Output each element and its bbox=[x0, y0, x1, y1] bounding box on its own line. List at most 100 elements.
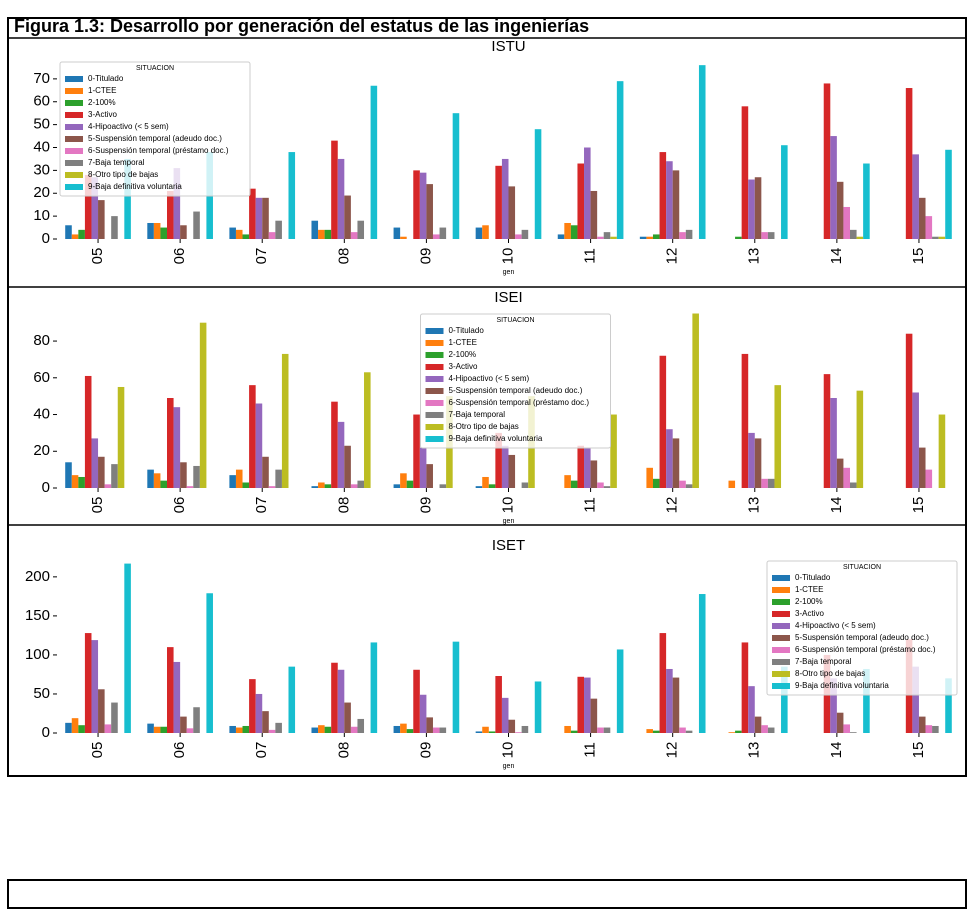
bar bbox=[98, 689, 105, 733]
bar bbox=[577, 163, 585, 239]
bar bbox=[515, 234, 522, 239]
bar bbox=[830, 136, 837, 239]
y-tick-label: 50 bbox=[33, 685, 50, 702]
bar bbox=[557, 234, 565, 239]
legend-label: 7-Baja temporal bbox=[795, 657, 852, 666]
legend-label: 9-Baja definitiva voluntaria bbox=[88, 182, 182, 191]
bar bbox=[153, 473, 161, 488]
legend-label: 3-Activo bbox=[795, 609, 824, 618]
legend-swatch bbox=[65, 124, 83, 130]
y-tick-label: 60 bbox=[33, 93, 50, 110]
bar bbox=[925, 725, 933, 733]
bar bbox=[249, 679, 256, 733]
bar bbox=[488, 731, 496, 733]
figure-frame bbox=[7, 17, 967, 777]
bar bbox=[173, 661, 181, 733]
bar bbox=[570, 730, 578, 733]
bar bbox=[570, 480, 578, 488]
bar bbox=[419, 694, 427, 733]
bar bbox=[728, 732, 736, 733]
y-tick-label: 60 bbox=[33, 369, 50, 386]
x-tick-label: 09 bbox=[417, 742, 434, 759]
legend-box bbox=[766, 560, 958, 696]
legend-swatch bbox=[425, 340, 444, 346]
bar bbox=[229, 475, 236, 488]
bar bbox=[584, 447, 591, 488]
bar bbox=[584, 147, 591, 239]
legend-swatch bbox=[425, 400, 444, 406]
legend-label: 0-Titulado bbox=[88, 74, 124, 83]
bar bbox=[324, 484, 332, 488]
bar bbox=[104, 484, 112, 488]
bar bbox=[938, 236, 946, 239]
bar bbox=[945, 149, 952, 239]
bar bbox=[616, 81, 624, 239]
bar bbox=[357, 220, 365, 239]
bar bbox=[318, 725, 325, 733]
bar bbox=[672, 677, 680, 733]
legend-swatch bbox=[425, 376, 444, 382]
bar bbox=[698, 65, 706, 240]
bar bbox=[521, 725, 529, 733]
bar bbox=[153, 222, 161, 239]
bar bbox=[488, 484, 496, 488]
bar bbox=[652, 730, 660, 733]
bar bbox=[242, 482, 250, 488]
bar bbox=[337, 158, 345, 239]
bar bbox=[242, 234, 250, 239]
bar bbox=[173, 168, 181, 239]
bar bbox=[754, 438, 762, 488]
x-tick-label: 13 bbox=[746, 248, 763, 265]
bar bbox=[350, 726, 358, 733]
x-axis-label: gen bbox=[503, 763, 515, 770]
bar bbox=[521, 229, 529, 239]
bar bbox=[495, 676, 502, 733]
legend-swatch bbox=[425, 388, 444, 394]
bar bbox=[863, 163, 870, 239]
y-tick-label: 0 bbox=[42, 230, 50, 247]
bar bbox=[350, 484, 358, 488]
legend-label: 5-Suspensión temporal (adeudo doc.) bbox=[88, 134, 222, 143]
bar bbox=[495, 432, 502, 488]
bar bbox=[413, 669, 420, 733]
bar bbox=[91, 640, 99, 733]
bar bbox=[849, 482, 857, 488]
legend-swatch bbox=[772, 575, 790, 581]
bar bbox=[515, 732, 522, 733]
x-tick-label: 10 bbox=[499, 497, 516, 514]
legend-swatch bbox=[425, 412, 444, 418]
x-tick-label: 12 bbox=[664, 248, 681, 265]
bar bbox=[685, 229, 693, 239]
bar bbox=[672, 170, 680, 239]
bar bbox=[748, 179, 755, 239]
legend-label: 4-Hipoactivo (< 5 sem) bbox=[449, 374, 530, 383]
bar bbox=[659, 152, 667, 239]
bar bbox=[357, 480, 365, 488]
legend-label: 4-Hipoactivo (< 5 sem) bbox=[88, 122, 169, 131]
bar bbox=[863, 668, 870, 733]
bar bbox=[508, 186, 516, 239]
bar bbox=[84, 174, 92, 239]
bar bbox=[932, 236, 939, 239]
bar bbox=[111, 464, 118, 488]
y-tick-label: 40 bbox=[33, 405, 50, 422]
bar bbox=[849, 229, 857, 239]
bar bbox=[501, 697, 509, 733]
bar bbox=[439, 484, 447, 488]
x-tick-label: 11 bbox=[582, 742, 599, 758]
bar bbox=[590, 698, 598, 733]
bar bbox=[357, 718, 365, 733]
bar bbox=[229, 725, 236, 733]
legend-swatch bbox=[425, 328, 444, 334]
bar bbox=[646, 729, 653, 733]
bar bbox=[597, 236, 604, 239]
bar bbox=[652, 234, 660, 239]
x-tick-label: 14 bbox=[828, 742, 845, 759]
bar bbox=[912, 392, 919, 488]
legend-label: 8-Otro tipo de bajas bbox=[88, 170, 158, 179]
legend-swatch bbox=[772, 683, 790, 689]
y-tick-label: 0 bbox=[42, 479, 50, 496]
bar bbox=[78, 229, 85, 239]
bar bbox=[124, 563, 131, 733]
bar bbox=[229, 227, 236, 239]
